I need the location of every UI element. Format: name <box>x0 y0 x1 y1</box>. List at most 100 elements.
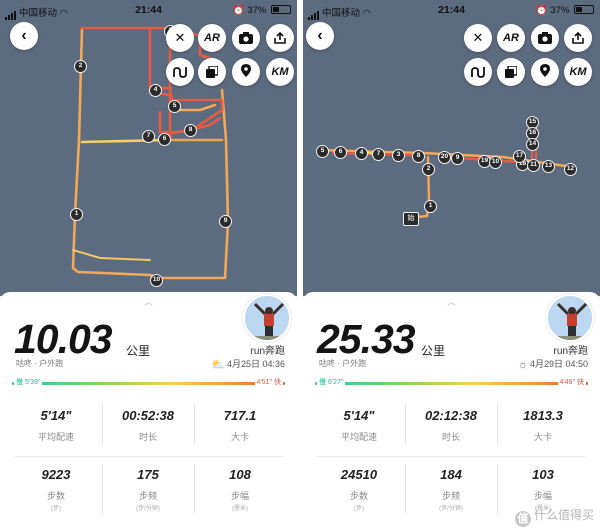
username: run奔跑 <box>553 346 588 357</box>
divider <box>194 404 195 444</box>
stat-value: 24510 <box>340 467 378 482</box>
km-marker: 12 <box>564 163 577 176</box>
route-toggle-button[interactable] <box>166 58 194 86</box>
activity-datetime: ⛅ 4月25日 04:36 <box>211 357 285 371</box>
activity-type: 咕咚 · 户外跑 <box>319 359 367 368</box>
screenshot-right: 5 6 4 7 3 8 20 9 2 19 10 18 11 13 12 15 … <box>303 0 600 531</box>
km-marker: 3 <box>392 149 405 162</box>
km-marker: 10 <box>489 156 502 169</box>
activity-date: 4月29日 04:50 <box>529 359 588 369</box>
km-marker: 5 <box>316 145 329 158</box>
stat-unit: (步) <box>354 506 364 512</box>
activity-date: 4月25日 04:36 <box>226 359 285 369</box>
stat-stride: 103 步幅 (厘米) <box>497 467 589 512</box>
km-marker: 7 <box>142 130 155 143</box>
layers-icon <box>206 65 219 78</box>
battery-percent: 37% <box>247 5 267 16</box>
camera-button[interactable] <box>531 24 559 52</box>
share-icon <box>274 31 286 44</box>
stat-label: 步幅 <box>230 491 249 501</box>
location-button[interactable] <box>232 58 260 86</box>
km-marker: 10 <box>150 274 163 287</box>
km-marker: 7 <box>372 148 385 161</box>
camera-button[interactable] <box>232 24 260 52</box>
km-marker: 4 <box>355 147 368 160</box>
chevron-up-icon[interactable]: ︿ <box>446 297 456 307</box>
signal-icon <box>5 9 17 20</box>
screenshot-left: 2 3 4 5 7 6 8 1 9 10 中国移动 ◠ 21:44 ⏰ 37% … <box>0 0 297 531</box>
chevron-up-icon[interactable]: ︿ <box>143 297 153 307</box>
battery-icon <box>271 5 291 14</box>
username: run奔跑 <box>250 346 285 357</box>
alarm-icon: ⏰ <box>535 5 548 16</box>
km-marker: 11 <box>527 159 540 172</box>
summary-card: ︿ 10.03 公里 run奔跑 咕咚 · 户外跑 ⛅ 4月25日 04:36 慢… <box>0 292 297 531</box>
km-toggle-button[interactable]: KM <box>564 58 592 86</box>
location-button[interactable] <box>531 58 559 86</box>
pace-fastest: 4'49" 快 <box>557 377 586 387</box>
close-button[interactable]: ✕ <box>464 24 492 52</box>
stat-label: 大卡 <box>230 432 249 442</box>
carrier-group: 中国移动 ◠ <box>5 5 68 20</box>
location-icon <box>241 64 251 77</box>
signal-icon <box>308 9 320 20</box>
route-toggle-button[interactable] <box>464 58 492 86</box>
layers-button[interactable] <box>198 58 226 86</box>
ar-button[interactable]: AR <box>198 24 226 52</box>
divider <box>102 464 103 514</box>
avatar[interactable] <box>243 294 291 342</box>
back-button[interactable]: ‹ <box>306 22 334 50</box>
battery-icon <box>574 5 594 14</box>
avatar[interactable] <box>546 294 594 342</box>
stat-value: 5'14" <box>40 408 72 423</box>
stat-unit: (厘米) <box>535 506 551 512</box>
km-marker: 13 <box>542 160 555 173</box>
stat-value: 9223 <box>41 467 71 482</box>
share-button[interactable] <box>266 24 294 52</box>
close-button[interactable]: ✕ <box>166 24 194 52</box>
km-marker: 9 <box>451 152 464 165</box>
divider <box>317 456 586 457</box>
pace-slowest: 慢 6'27" <box>317 377 346 387</box>
location-icon <box>540 64 550 77</box>
km-marker: 8 <box>412 150 425 163</box>
battery-group: ⏰ 37% <box>233 5 291 16</box>
pace-slowest: 慢 5'39" <box>14 377 43 387</box>
stat-value: 00:52:38 <box>121 408 175 423</box>
alarm-icon: ⏰ <box>232 5 245 16</box>
stat-label: 大卡 <box>533 432 552 442</box>
stat-label: 步频 <box>441 491 460 501</box>
stat-value: 5'14" <box>343 408 375 423</box>
stat-unit: (步/分钟) <box>136 506 160 512</box>
km-marker: 17 <box>513 150 526 163</box>
start-marker: 始 <box>403 212 419 226</box>
stat-value: 175 <box>137 467 159 482</box>
watermark-logo: 值 <box>514 511 531 527</box>
stat-label: 步频 <box>138 491 157 501</box>
km-toggle-button[interactable]: KM <box>266 58 294 86</box>
stat-calories: 1813.3 大卡 <box>497 408 589 443</box>
stat-value: 02:12:38 <box>424 408 478 423</box>
stat-label: 时长 <box>138 432 157 442</box>
avatar-photo <box>245 296 289 340</box>
chevron-left-icon: ‹ <box>317 27 323 44</box>
km-marker: 2 <box>422 163 435 176</box>
stat-steps: 24510 步数 (步) <box>313 467 405 512</box>
stat-unit: (步) <box>51 506 61 512</box>
stat-avg-pace: 5'14" 平均配速 <box>313 408 405 443</box>
wifi-icon: ◠ <box>59 8 68 19</box>
camera-icon <box>538 32 552 44</box>
share-button[interactable] <box>564 24 592 52</box>
clock: 21:44 <box>135 4 162 16</box>
stat-value: 717.1 <box>223 408 257 423</box>
divider <box>405 404 406 444</box>
layers-button[interactable] <box>497 58 525 86</box>
battery-group: ⏰ 37% <box>536 5 594 16</box>
back-button[interactable]: ‹ <box>10 22 38 50</box>
stat-steps: 9223 步数 (步) <box>10 467 102 512</box>
stat-unit: (步/分钟) <box>439 506 463 512</box>
stat-unit: (厘米) <box>232 506 248 512</box>
battery-percent: 37% <box>550 5 570 16</box>
carrier: 中国移动 <box>322 8 361 19</box>
ar-button[interactable]: AR <box>497 24 525 52</box>
